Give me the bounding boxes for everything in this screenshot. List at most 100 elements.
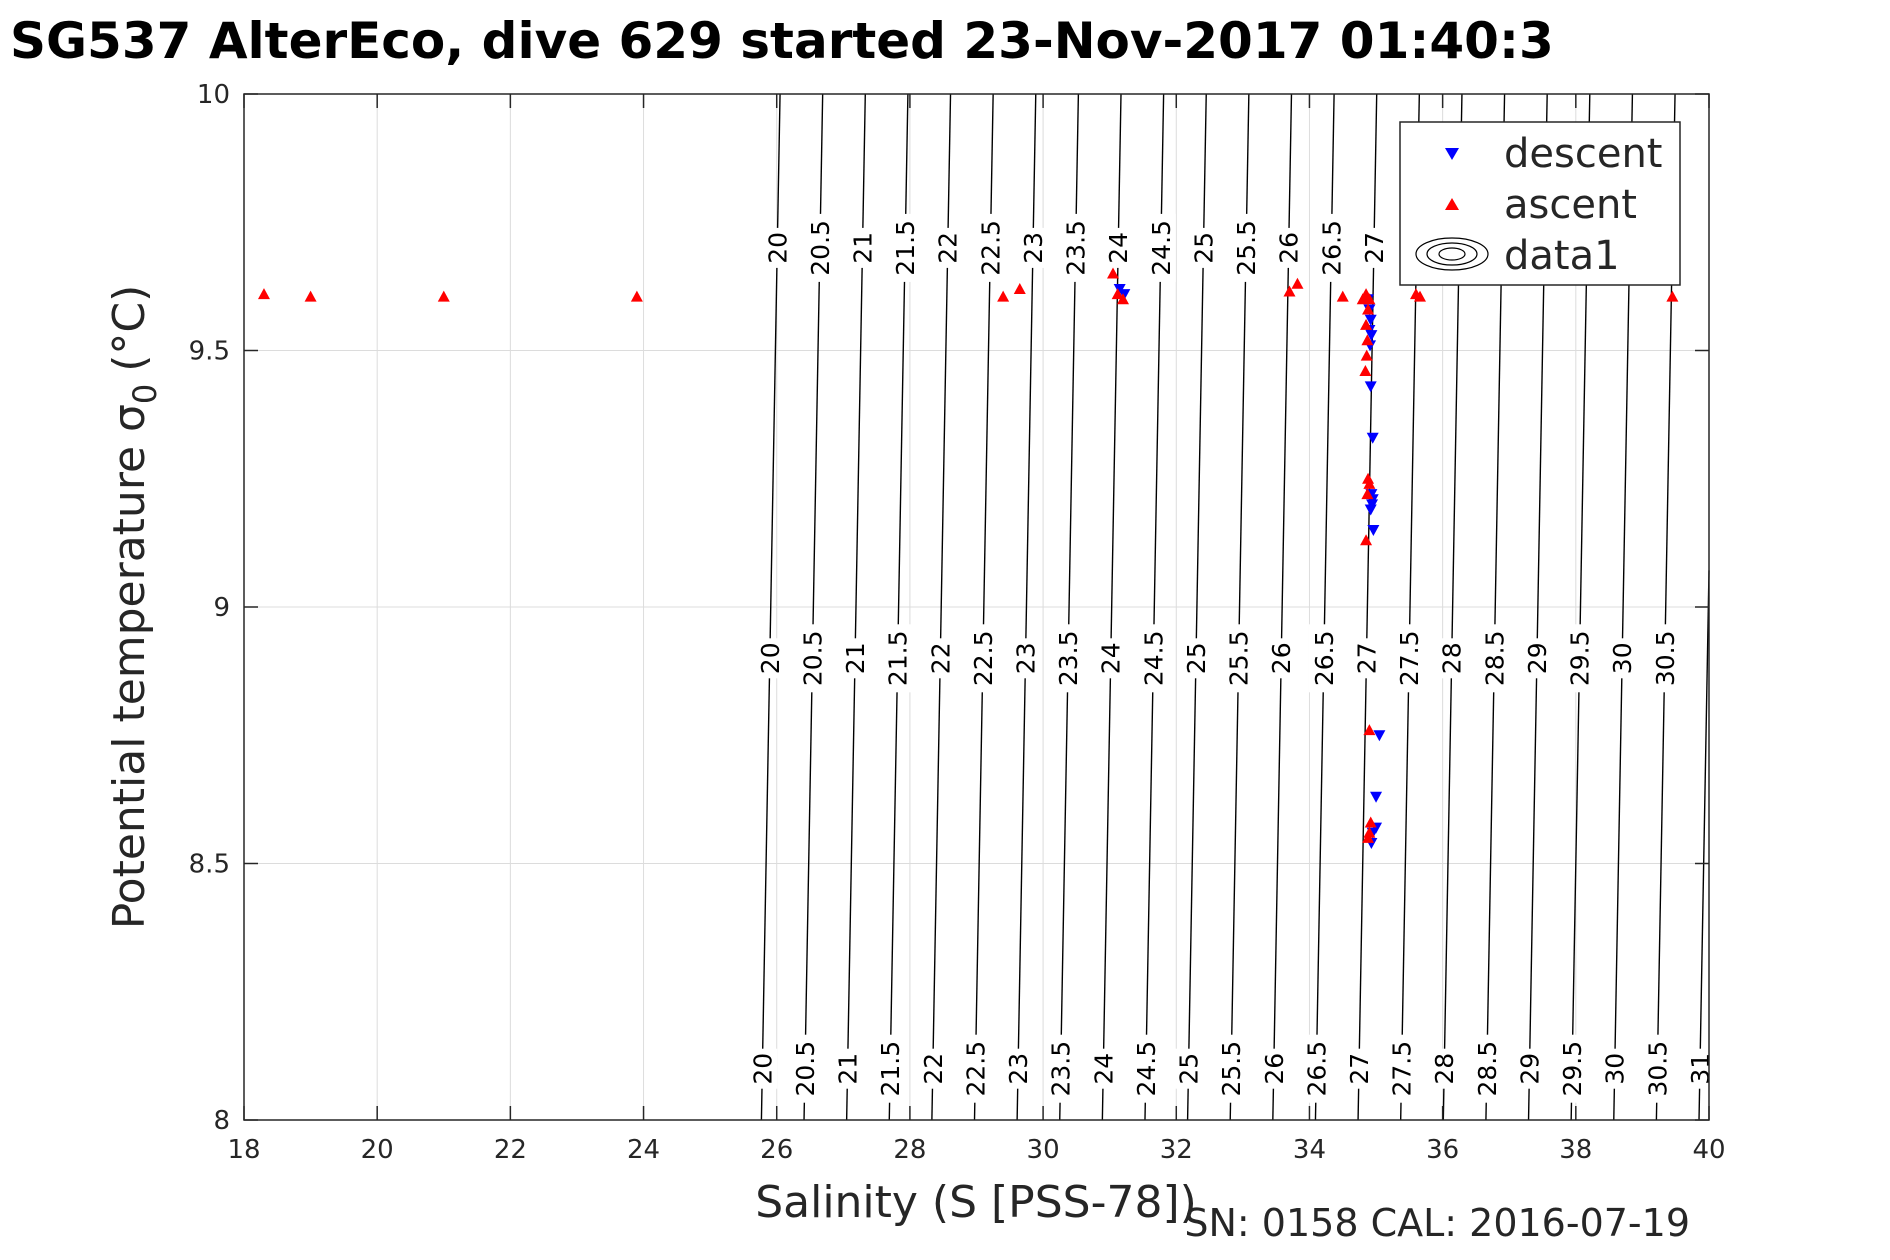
ascent-point [304,290,317,302]
legend-descent-marker [1445,148,1459,160]
contour-label: 29.5 [1558,1041,1587,1097]
chart-title: SG537 AlterEco, dive 629 started 23-Nov-… [10,12,1554,70]
descent-point [1366,432,1379,444]
contour-label-background [1138,624,1169,693]
contour-label: 21 [834,1053,863,1085]
contour-label: 22 [919,1053,948,1085]
contour-label: 21 [841,642,870,674]
ascent-point [1013,282,1026,294]
contour-label: 27.5 [1395,630,1424,686]
contour-label: 23 [1004,1053,1033,1085]
contour-label-background [1358,227,1389,268]
legend: descent ascent data1 [1399,121,1681,286]
y-axis-label-unit: (°C) [104,285,155,372]
contour-label-background [1053,624,1084,693]
contour-label: 23 [1012,642,1041,674]
contour-label: 21.5 [876,1041,905,1097]
contour-label-background [1316,213,1347,282]
contour-label: 28.5 [1480,630,1509,686]
contour-label-background [1045,1034,1076,1103]
contour-label: 26 [1260,1053,1289,1085]
y-tick-label: 9.5 [189,337,230,367]
y-tick-label: 10 [197,80,230,110]
descent-point [1370,791,1383,803]
contour-label: 20 [763,232,792,264]
ascent-point [997,290,1010,302]
ascent-point [437,290,450,302]
x-tick-label: 22 [494,1135,527,1165]
contour-label: 26.5 [1317,220,1346,276]
legend-ascent-marker [1445,198,1459,210]
legend-descent-label: descent [1504,131,1662,177]
contour-label: 25 [1175,1053,1204,1085]
contour-label: 20 [756,642,785,674]
x-tick-label: 18 [227,1135,260,1165]
contour-label-background [1642,1034,1673,1103]
contour-label-background [1308,624,1339,693]
serial-calibration-note: SN: 0158 CAL: 2016-07-19 [1184,1201,1690,1245]
contour-label-background [1095,638,1126,679]
contour-label: 20.5 [806,220,835,276]
y-tick-label: 9 [213,593,230,623]
ascent-point [1363,724,1376,736]
contour-label: 26.5 [1310,630,1339,686]
contour-label-background [804,213,835,282]
contour-label-background [1231,213,1262,282]
x-tick-label: 32 [1160,1135,1193,1165]
contour-label: 30 [1601,1053,1630,1085]
ascent-point [1363,293,1376,305]
descent-point [1373,730,1386,742]
contour-label-background [1088,1048,1119,1089]
contour-label: 25 [1189,232,1218,264]
contour-label-background [1017,227,1048,268]
contour-label: 27 [1352,642,1381,674]
contour-label: 25 [1182,642,1211,674]
contour-label-background [1351,638,1382,679]
contour-label-background [1003,1048,1034,1089]
descent-point [1365,330,1378,342]
ascent-point [1362,303,1375,315]
contour-label: 31 [1686,1053,1715,1085]
contour-label-background [1266,638,1297,679]
ascent-point [1666,290,1679,302]
contour-label-background [1564,624,1595,693]
contour-label: 20 [748,1053,777,1085]
ascent-point [1360,318,1373,330]
contour-label-background [1301,1034,1332,1103]
contour-label-background [975,213,1006,282]
contour-label-background [1684,1048,1715,1089]
contour-label: 25.5 [1232,220,1261,276]
contour-label-background [1273,227,1304,268]
x-tick-label: 36 [1426,1135,1459,1165]
ascent-point [1361,488,1374,500]
ascent-point [630,290,643,302]
contour-label: 26.5 [1302,1041,1331,1097]
ascent-point [1359,365,1372,377]
y-axis-ticks: 8 8.5 9 9.5 10 [189,80,1709,1136]
y-axis-label-subscript: 0 [126,384,164,404]
x-tick-label: 38 [1559,1135,1592,1165]
contour-label-background [1599,1048,1630,1089]
descent-point [1367,525,1380,537]
contour-label: 29.5 [1566,630,1595,686]
contour-label-background [1060,213,1091,282]
y-tick-label: 8 [213,1106,230,1136]
descent-point [1118,289,1131,301]
legend-data1-marker [1415,237,1489,271]
ascent-point [1361,334,1374,346]
contour-label-background [1010,638,1041,679]
legend-data1-label: data1 [1504,233,1620,279]
descent-point [1364,314,1377,326]
contour-label: 27 [1360,232,1389,264]
contour-label: 22.5 [961,1041,990,1097]
contour-label: 24 [1104,232,1133,264]
contour-label: 23.5 [1054,630,1083,686]
contour-labels: 20 20.5 21 21.5 22 22.5 23 23.5 24 24.5 25 25.5 26 26… [747,213,1715,1103]
ascent-point [1107,267,1120,279]
contour-label-background [1103,227,1134,268]
contour-label: 26 [1267,642,1296,674]
contour-label: 20.5 [791,1041,820,1097]
contour-label-background [797,624,828,693]
contour-label: 28 [1438,642,1467,674]
contour-label-background [754,638,785,679]
